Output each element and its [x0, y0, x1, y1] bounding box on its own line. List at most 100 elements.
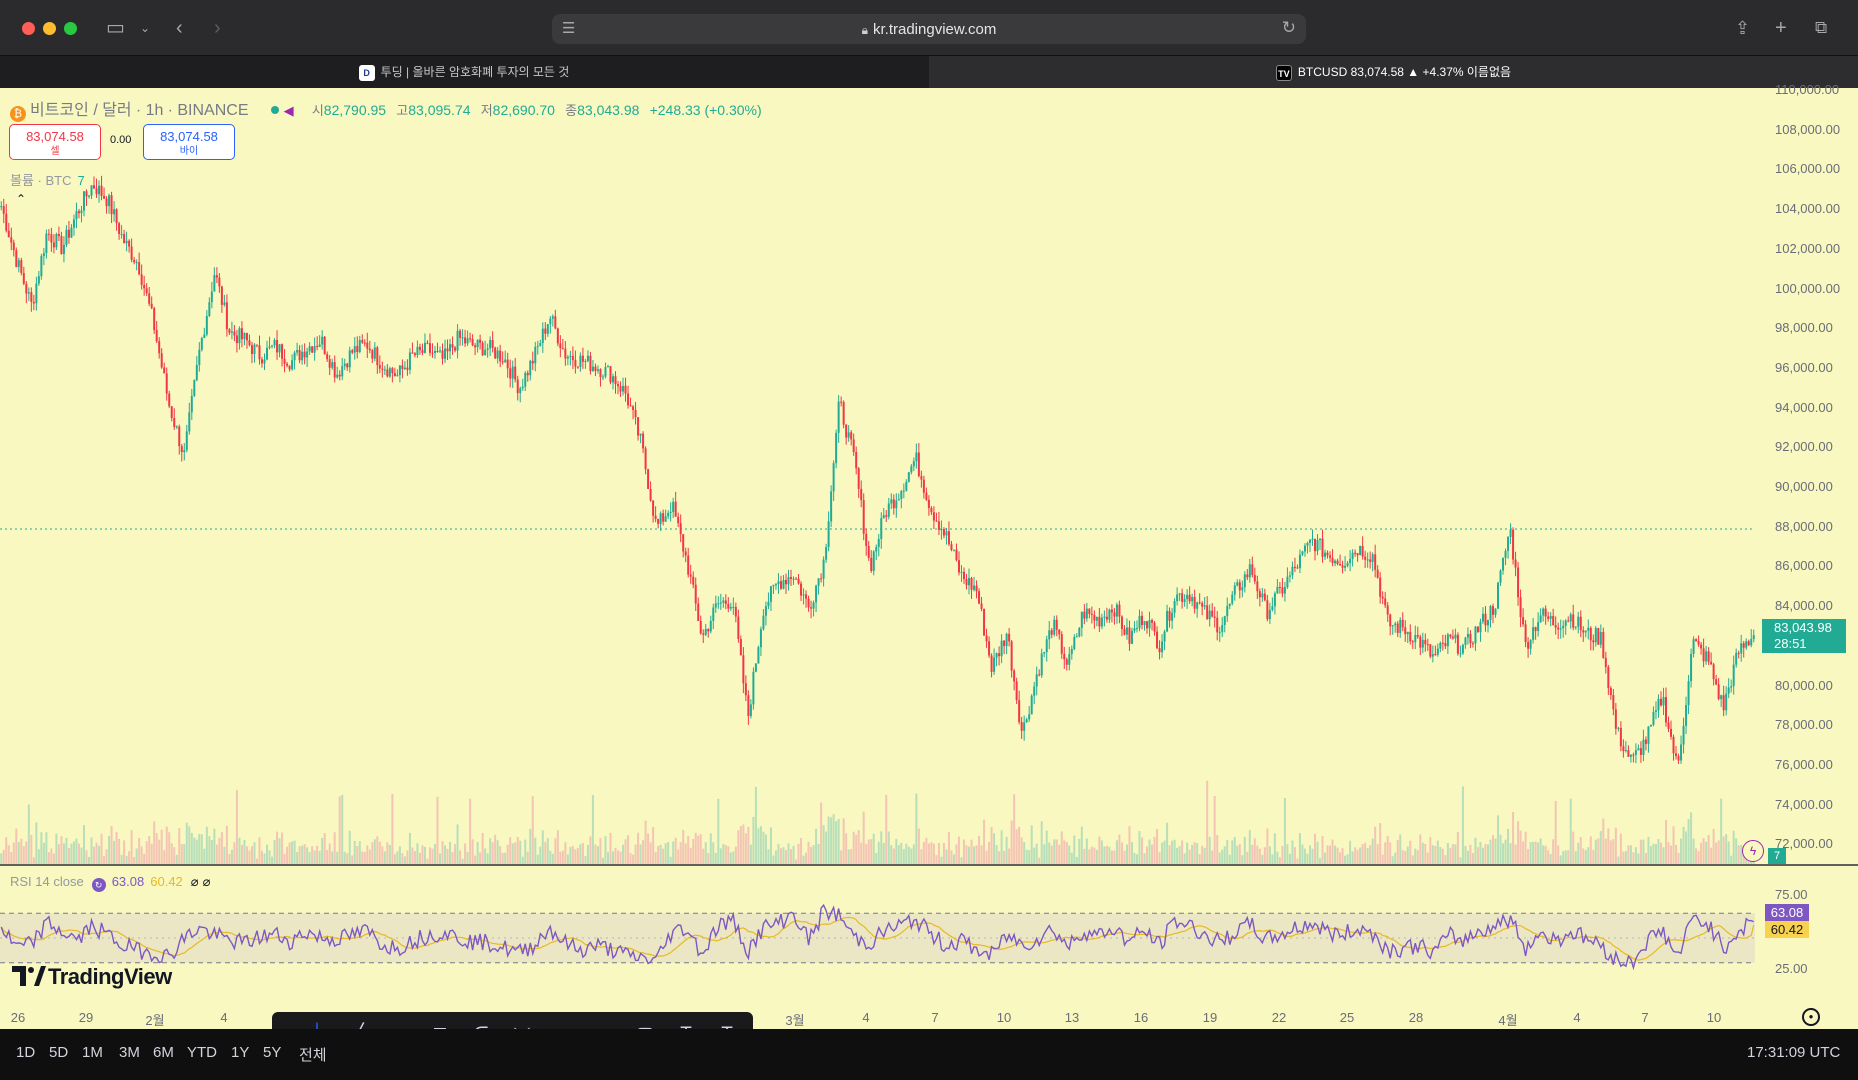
candle-body	[1476, 626, 1479, 633]
rsi-legend[interactable]: RSI 14 close ↻ 63.08 60.42 ⌀ ⌀	[10, 874, 214, 892]
volume-bar	[1176, 847, 1179, 864]
volume-bar	[373, 839, 376, 864]
reload-icon[interactable]: ↻	[1281, 18, 1296, 37]
back-button[interactable]: ‹	[176, 17, 183, 39]
volume-bar	[376, 836, 379, 864]
maximize-window-button[interactable]	[64, 22, 77, 35]
volume-bar	[135, 848, 138, 864]
close-window-button[interactable]	[22, 22, 35, 35]
volume-bar	[1529, 842, 1532, 864]
volume-bar	[1399, 834, 1402, 864]
range-1y[interactable]: 1Y	[231, 1044, 250, 1061]
forward-button[interactable]: ›	[214, 17, 221, 39]
volume-bar	[925, 837, 928, 864]
candle-body	[243, 332, 246, 340]
volume-bar	[757, 828, 760, 864]
buy-button[interactable]: 83,074.58 바이	[143, 124, 235, 160]
price-chart-canvas[interactable]	[0, 88, 1858, 1029]
minimize-window-button[interactable]	[43, 22, 56, 35]
candle-body	[1750, 638, 1753, 646]
candle-body	[376, 347, 379, 366]
utc-clock[interactable]: 17:31:09 UTC	[1747, 1044, 1841, 1061]
volume-bar	[1537, 842, 1540, 864]
flash-icon[interactable]: ϟ	[1742, 840, 1764, 862]
candle-body	[1369, 559, 1372, 562]
volume-bar	[444, 845, 447, 864]
tab-overview-icon[interactable]: ⧉	[1815, 18, 1828, 37]
volume-bar	[1544, 845, 1547, 864]
symbol-name[interactable]: 비트코인 / 달러	[30, 102, 132, 119]
candle-body	[1301, 551, 1304, 555]
volume-bar	[1028, 850, 1031, 864]
refresh-icon[interactable]: ↻	[91, 878, 106, 892]
volume-bar	[1183, 853, 1186, 864]
volume-bar	[1720, 798, 1723, 864]
share-icon[interactable]: ⇪	[1735, 18, 1751, 38]
candle-body	[1273, 593, 1276, 607]
address-bar[interactable]: ☰ 🔒︎ kr.tradingview.com ↻	[552, 14, 1306, 44]
volume-bar	[1406, 846, 1409, 864]
candle-body	[1085, 608, 1088, 619]
volume-bar	[1188, 849, 1191, 864]
close-label: 종	[565, 103, 578, 118]
volume-bar	[98, 845, 101, 864]
candle-body	[1549, 615, 1552, 619]
volume-bar	[667, 842, 670, 864]
sidebar-toggle-icon[interactable]: ▭	[106, 17, 125, 39]
range-5d[interactable]: 5D	[49, 1044, 69, 1061]
range-1d[interactable]: 1D	[16, 1044, 36, 1061]
range-1m[interactable]: 1M	[82, 1044, 103, 1061]
candle-body	[1481, 613, 1484, 622]
axis-settings-icon[interactable]: ●	[1802, 1008, 1820, 1026]
volume-bar	[40, 832, 43, 864]
candle-body	[1489, 606, 1492, 620]
interval[interactable]: 1h	[145, 102, 164, 119]
collapse-legend-button[interactable]: ⌃	[10, 192, 32, 210]
range-6m[interactable]: 6M	[153, 1044, 174, 1061]
candle-body	[574, 360, 577, 367]
candle-body	[401, 365, 404, 370]
volume-legend[interactable]: 볼륨 · BTC 7	[10, 170, 85, 189]
candle-body	[1276, 586, 1279, 594]
sell-button[interactable]: 83,074.58 셀	[9, 124, 101, 160]
range-5y[interactable]: 5Y	[263, 1044, 282, 1061]
share-icon[interactable]: ◀	[283, 103, 294, 118]
time-axis-tick: 26	[10, 1010, 26, 1025]
range-ytd[interactable]: YTD	[187, 1044, 217, 1061]
candle-body	[1371, 554, 1374, 562]
chevron-down-icon[interactable]: ⌄	[140, 21, 151, 35]
volume-bar	[1073, 835, 1076, 864]
range-3m[interactable]: 3M	[119, 1044, 140, 1061]
candle-body	[1394, 623, 1397, 626]
volume-bar	[208, 836, 211, 864]
page-menu-icon[interactable]: ☰	[562, 20, 576, 37]
candle-body	[103, 195, 106, 199]
volume-bar	[1181, 840, 1184, 864]
candle-body	[1183, 599, 1186, 602]
candle-body	[942, 529, 945, 536]
new-tab-icon[interactable]: +	[1775, 17, 1787, 39]
volume-bar	[1572, 831, 1575, 864]
volume-bar	[423, 846, 426, 864]
candle-body	[1028, 714, 1031, 720]
volume-bar	[1451, 844, 1454, 864]
range-전체[interactable]: 전체	[299, 1047, 327, 1064]
volume-bar	[1158, 852, 1161, 864]
volume-bar	[1321, 836, 1324, 864]
tab-tradingview[interactable]: TV BTCUSD 83,074.58 ▲ +4.37% 이름없음	[929, 56, 1858, 88]
symbol-legend[interactable]: ₿ 비트코인 / 달러 · 1h · BINANCE ◀ 시82,790.95 고…	[10, 96, 768, 122]
volume-bar	[1035, 843, 1038, 864]
chart-area[interactable]: ₿ 비트코인 / 달러 · 1h · BINANCE ◀ 시82,790.95 고…	[0, 82, 1858, 1029]
volume-bar	[449, 841, 452, 864]
candle-body	[1717, 684, 1720, 700]
candle-body	[1339, 564, 1342, 566]
volume-bar	[183, 844, 186, 864]
volume-bar	[333, 832, 336, 864]
tradingview-logo[interactable]: TradingView	[12, 964, 172, 990]
tab-tooding[interactable]: D 투딩 | 올바른 암호화폐 투자의 모든 것	[0, 56, 928, 88]
volume-bar	[1522, 841, 1525, 864]
volume-bar	[37, 849, 40, 864]
candle-body	[328, 359, 331, 368]
candle-body	[1557, 627, 1560, 630]
candle-body	[1221, 625, 1224, 633]
